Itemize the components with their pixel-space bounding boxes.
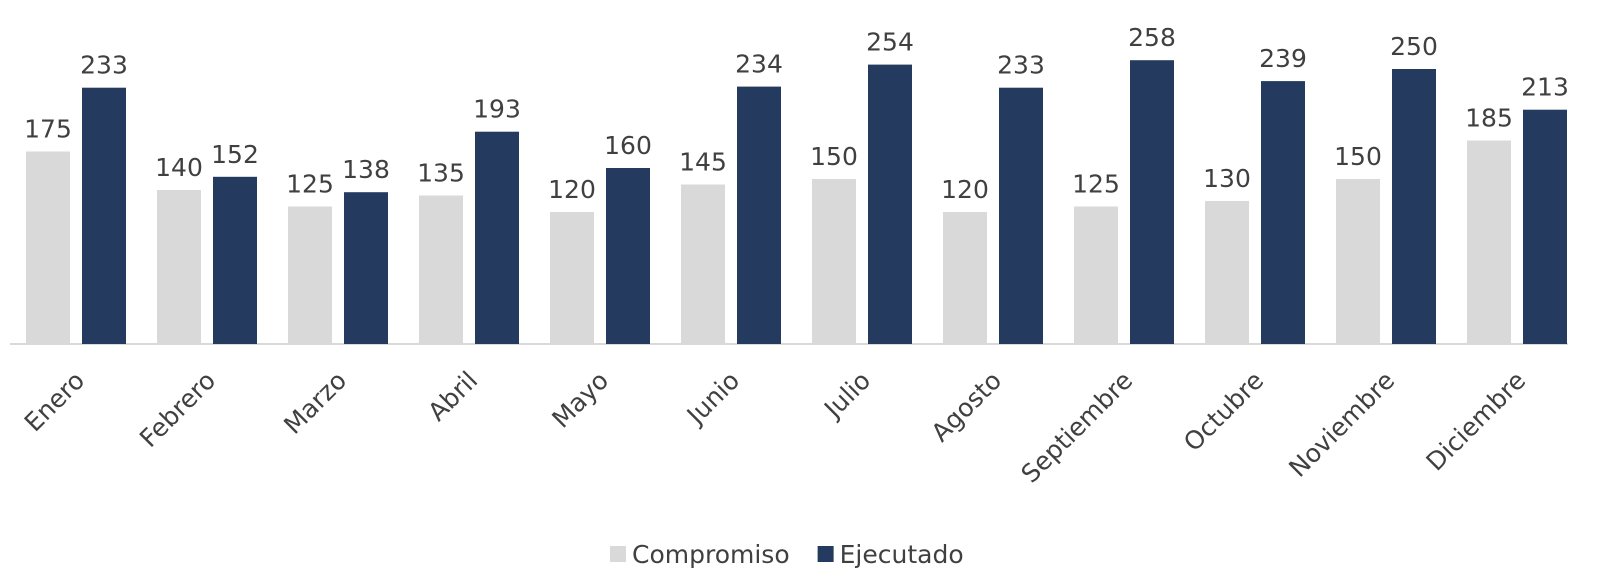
x-tick-label: Agosto	[926, 366, 1008, 448]
data-label: 258	[1128, 23, 1176, 52]
bar	[1130, 60, 1174, 344]
x-tick-label: Marzo	[278, 366, 352, 440]
bar	[157, 190, 201, 344]
bar	[1205, 201, 1249, 344]
data-label: 233	[997, 51, 1045, 80]
data-label: 120	[548, 175, 596, 204]
data-label: 239	[1259, 44, 1307, 73]
bar	[26, 152, 70, 345]
x-tick-label: Julio	[817, 366, 876, 425]
x-tick-label: Junio	[680, 366, 745, 431]
bar	[606, 168, 650, 344]
legend-label: Compromiso	[632, 540, 790, 569]
bar	[1523, 110, 1567, 344]
data-label: 145	[679, 148, 727, 177]
data-label: 150	[1334, 142, 1382, 171]
data-label: 150	[810, 142, 858, 171]
bar	[1336, 179, 1380, 344]
x-tick-label: Enero	[19, 366, 90, 437]
x-tick-label: Diciembre	[1421, 366, 1532, 477]
data-label: 140	[155, 153, 203, 182]
data-label: 254	[866, 28, 914, 57]
bar	[550, 212, 594, 344]
x-tick-label: Febrero	[134, 366, 221, 453]
data-label: 138	[342, 155, 390, 184]
data-label: 130	[1203, 164, 1251, 193]
bar	[213, 177, 257, 344]
x-tick-label: Mayo	[546, 366, 614, 434]
bar	[288, 207, 332, 345]
data-label: 233	[80, 51, 128, 80]
x-tick-label: Noviembre	[1283, 366, 1400, 483]
data-label: 125	[286, 170, 334, 199]
bar	[1392, 69, 1436, 344]
data-label: 120	[941, 175, 989, 204]
bar	[1467, 141, 1511, 345]
bar	[999, 88, 1043, 344]
data-label: 135	[417, 159, 465, 188]
data-label: 152	[211, 140, 259, 169]
data-label: 185	[1465, 104, 1513, 133]
bar	[1074, 207, 1118, 345]
bar	[943, 212, 987, 344]
bar	[681, 185, 725, 345]
bar	[344, 192, 388, 344]
bar	[419, 196, 463, 345]
legend-swatch	[818, 546, 834, 562]
bar	[812, 179, 856, 344]
data-label: 213	[1521, 73, 1569, 102]
bar	[868, 65, 912, 344]
data-label: 160	[604, 131, 652, 160]
bar	[737, 87, 781, 344]
x-tick-label: Septiembre	[1015, 366, 1138, 489]
data-label: 234	[735, 50, 783, 79]
bar	[1261, 81, 1305, 344]
data-label: 175	[24, 115, 72, 144]
data-label: 125	[1072, 170, 1120, 199]
data-label: 193	[473, 95, 521, 124]
bar	[82, 88, 126, 344]
legend-label: Ejecutado	[840, 540, 964, 569]
x-tick-label: Abril	[422, 366, 483, 427]
x-tick-label: Octubre	[1178, 366, 1269, 457]
legend-swatch	[610, 546, 626, 562]
chart: 175 233 Enero 140 152 Febrero 125 138 Marzo 135 19…	[0, 0, 1600, 583]
bar	[475, 132, 519, 344]
data-label: 250	[1390, 32, 1438, 61]
